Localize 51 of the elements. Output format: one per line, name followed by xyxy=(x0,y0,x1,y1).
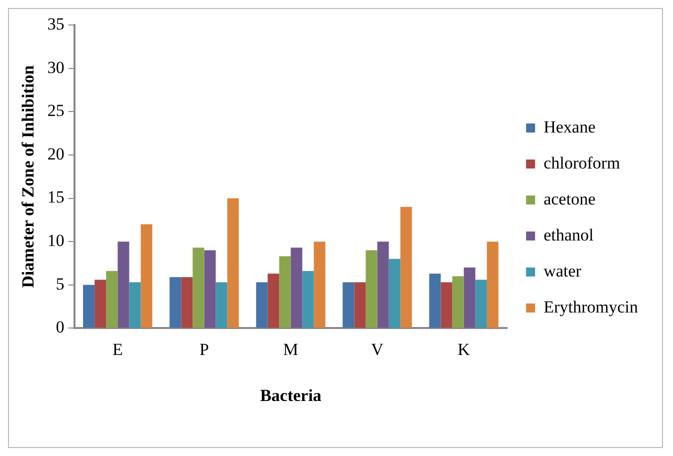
bar xyxy=(83,284,95,328)
bar xyxy=(486,242,498,328)
y-axis-title: Diameter of Zone of Inhibition xyxy=(18,64,38,288)
legend-label: Hexane xyxy=(544,117,596,136)
x-axis-title: Bacteria xyxy=(260,386,322,406)
bar xyxy=(279,256,291,328)
bar xyxy=(192,248,204,328)
bar xyxy=(464,268,476,328)
bar xyxy=(140,224,152,328)
bar xyxy=(302,271,314,328)
bar xyxy=(440,282,452,328)
bar xyxy=(181,277,193,328)
x-tick-label: P xyxy=(199,340,209,359)
bar xyxy=(342,282,354,328)
bar xyxy=(216,282,228,328)
bar xyxy=(400,206,412,328)
bar xyxy=(118,242,130,328)
bar xyxy=(106,271,118,328)
legend-label: chloroform xyxy=(544,153,620,172)
bar xyxy=(129,282,141,328)
bar xyxy=(268,274,280,328)
x-tick-label: V xyxy=(371,340,384,359)
bar xyxy=(388,258,400,328)
legend-label: acetone xyxy=(544,189,596,208)
x-tick-label: E xyxy=(112,340,123,359)
x-tick-label: K xyxy=(458,340,471,359)
bar xyxy=(452,276,464,328)
y-tick-label: 5 xyxy=(56,274,64,294)
bar xyxy=(314,242,326,328)
bar xyxy=(94,280,106,328)
bar xyxy=(429,274,441,328)
y-tick-label: 25 xyxy=(47,101,64,120)
bar xyxy=(170,277,182,328)
bar xyxy=(354,282,366,328)
x-tick-label: M xyxy=(283,340,298,359)
bar xyxy=(290,248,302,328)
bar xyxy=(227,198,239,328)
legend-label: water xyxy=(544,261,582,280)
legend-label: Erythromycin xyxy=(544,297,638,316)
bar xyxy=(377,242,389,328)
bar xyxy=(204,250,216,328)
y-tick-label: 10 xyxy=(47,231,64,250)
legend-label: ethanol xyxy=(544,225,594,244)
y-tick-label: 30 xyxy=(47,58,64,77)
y-tick-label: 35 xyxy=(47,14,64,34)
y-tick-label: 0 xyxy=(56,318,64,337)
bar xyxy=(366,250,378,328)
bar xyxy=(256,282,268,328)
y-tick-label: 20 xyxy=(47,144,64,164)
bar xyxy=(475,280,487,328)
y-tick-label: 15 xyxy=(47,188,64,207)
